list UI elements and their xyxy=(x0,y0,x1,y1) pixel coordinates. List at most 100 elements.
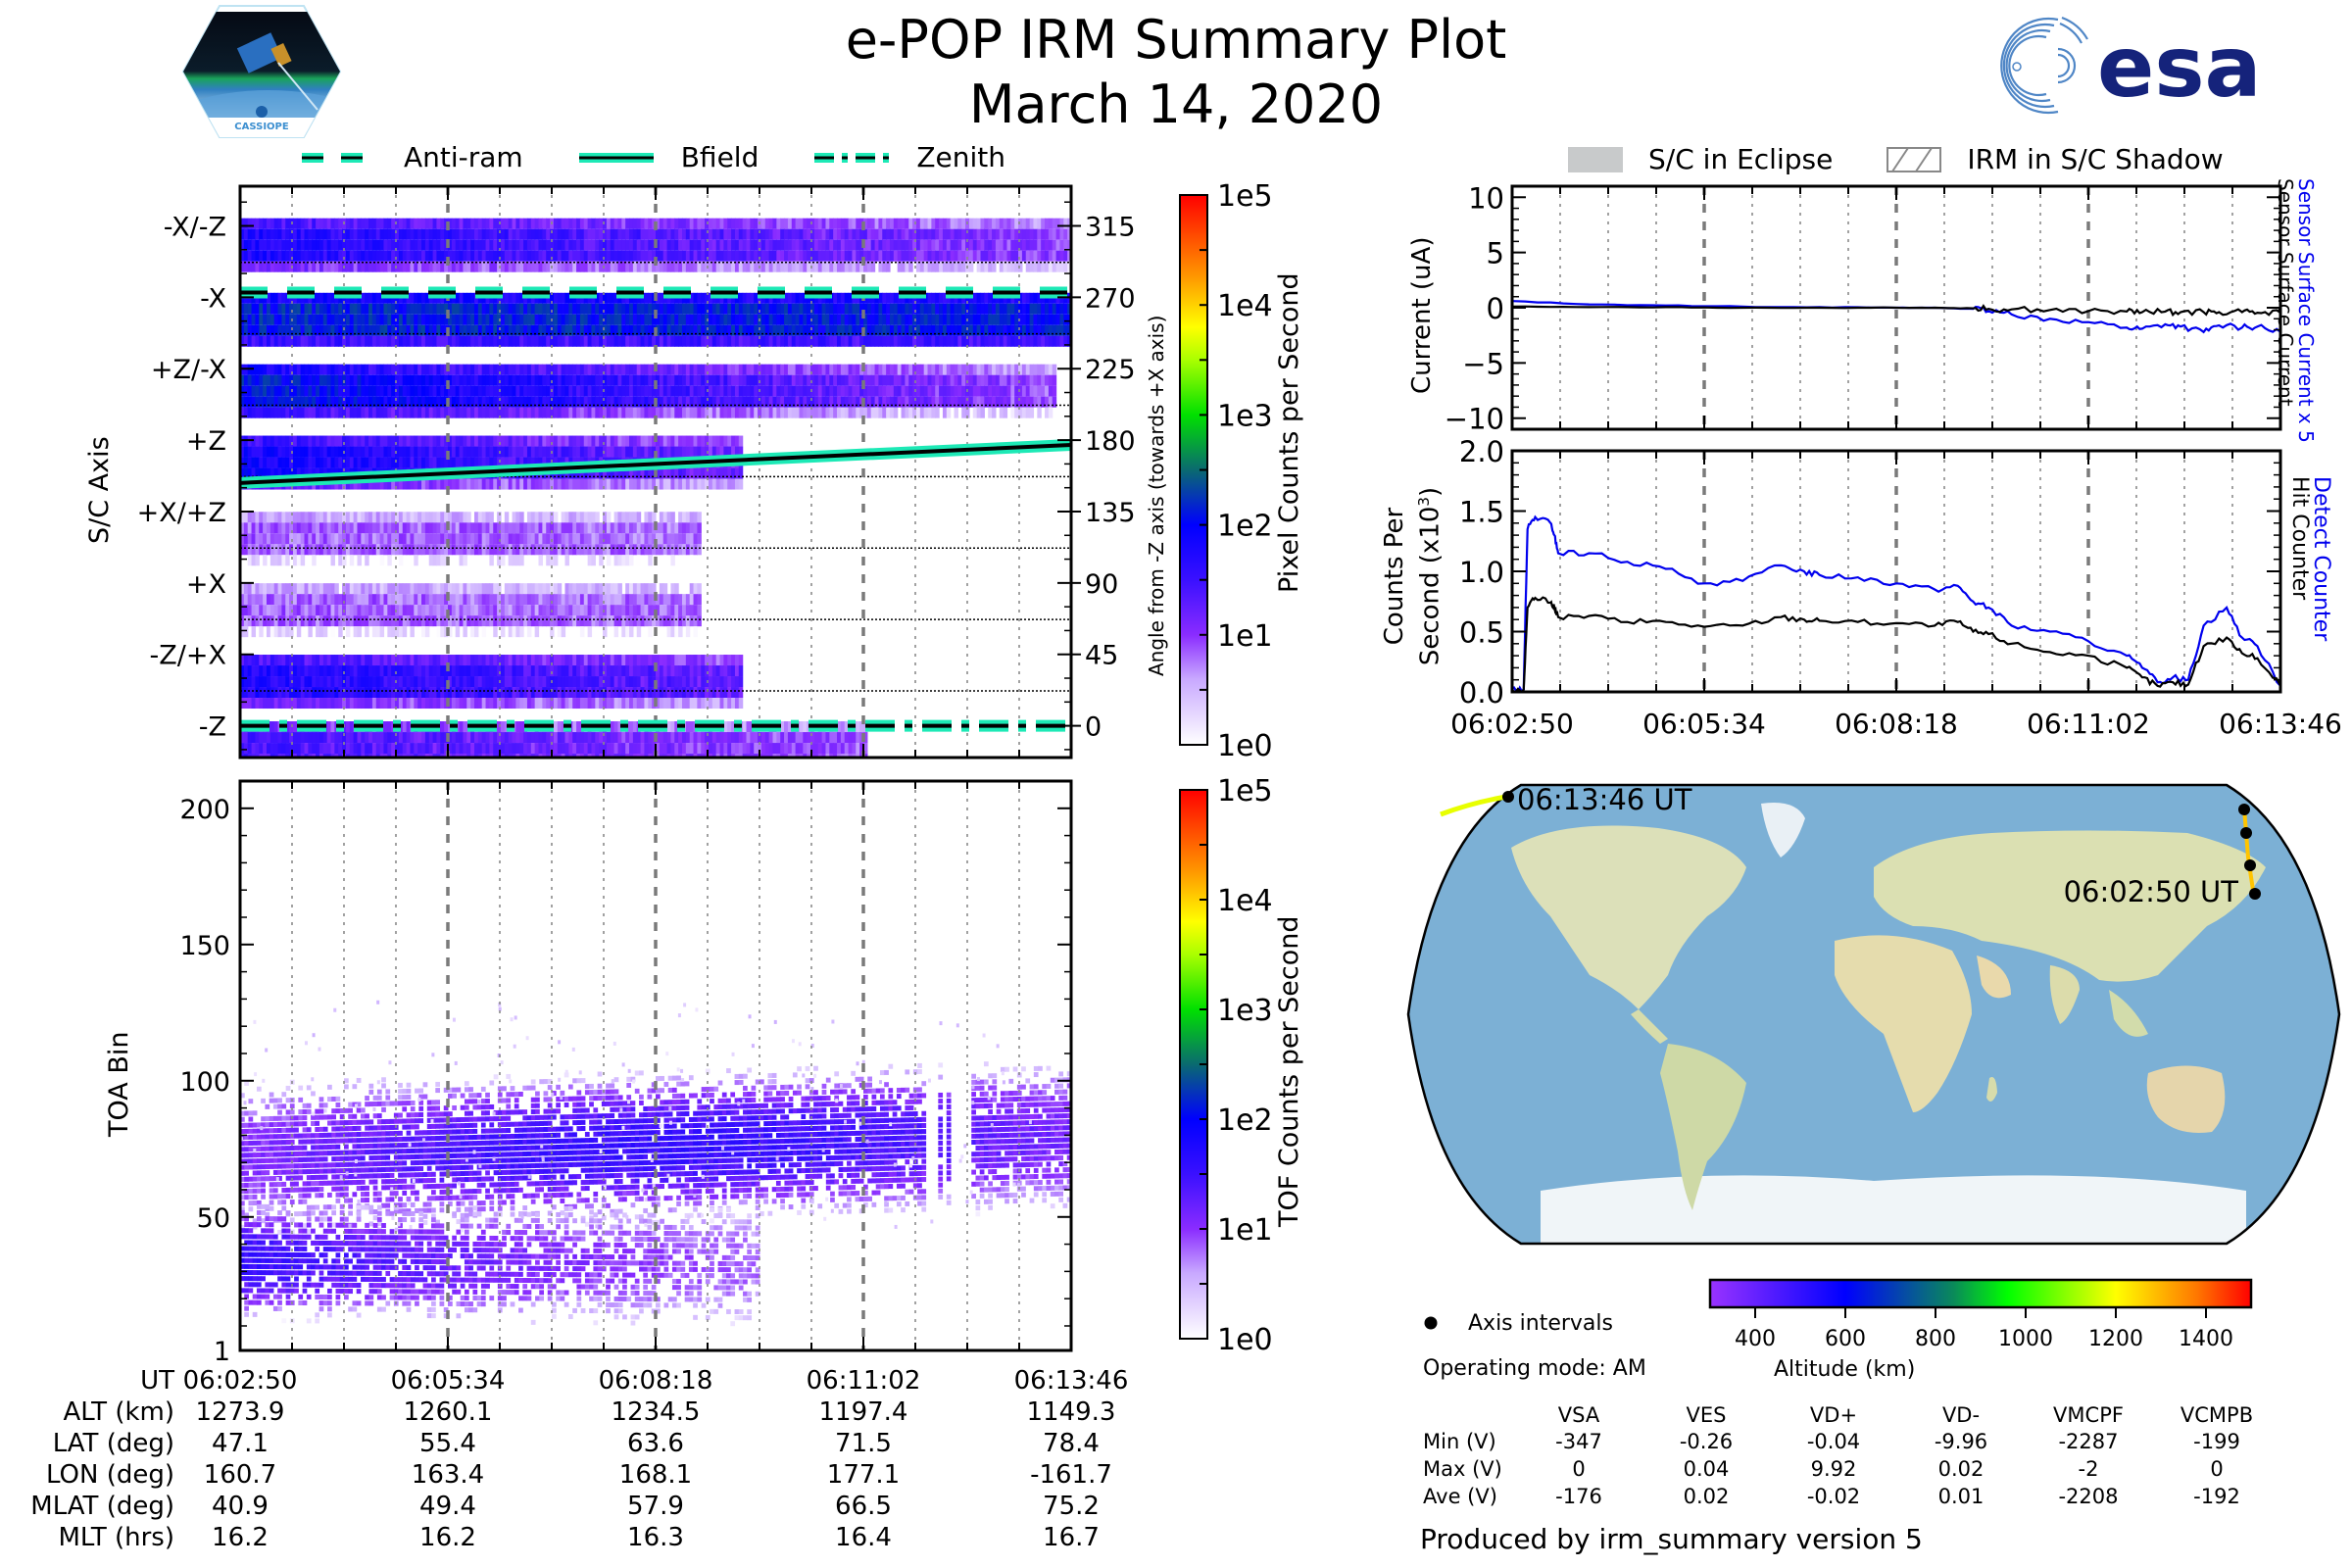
heatmap-cell xyxy=(266,292,271,304)
heatmap-cell xyxy=(799,303,804,315)
heatmap-cell xyxy=(451,396,457,408)
heatmap-cell xyxy=(466,324,471,336)
heatmap-cell xyxy=(776,407,781,418)
heatmap-cell xyxy=(1006,396,1011,408)
heatmap-cell xyxy=(840,407,846,418)
heatmap-cell xyxy=(383,218,388,229)
heatmap-cell xyxy=(240,314,245,325)
heatmap-cell xyxy=(247,605,253,616)
heatmap-cell xyxy=(738,407,744,418)
heatmap-cell xyxy=(371,218,377,229)
heatmap-cell xyxy=(553,583,559,595)
heatmap-cell xyxy=(553,594,559,606)
heatmap-cell xyxy=(1041,374,1046,386)
heatmap-cell xyxy=(636,544,642,556)
heatmap-cell xyxy=(927,385,932,397)
heatmap-cell xyxy=(579,533,585,545)
heatmap-cell xyxy=(787,228,793,240)
heatmap-cell xyxy=(901,261,906,272)
heatmap-cell xyxy=(617,239,622,251)
heatmap-cell xyxy=(693,533,698,545)
heatmap-cell xyxy=(424,544,430,556)
heatmap-cell xyxy=(273,512,279,523)
heatmap-cell xyxy=(448,228,453,240)
heatmap-cell xyxy=(417,250,422,262)
heatmap-cell xyxy=(334,364,339,375)
heatmap-cell xyxy=(263,218,268,229)
heatmap-cell xyxy=(243,615,249,627)
heatmap-cell xyxy=(1048,218,1054,229)
heatmap-cell xyxy=(466,364,471,375)
heatmap-cell xyxy=(689,218,695,229)
heatmap-cell xyxy=(564,407,569,418)
heatmap-cell xyxy=(316,292,320,304)
heatmap-cell xyxy=(459,218,465,229)
heatmap-cell xyxy=(489,478,494,490)
heatmap-cell xyxy=(882,385,887,397)
heatmap-cell xyxy=(436,605,441,616)
heatmap-cell xyxy=(954,407,958,418)
heatmap-cell xyxy=(625,626,630,638)
heatmap-cell xyxy=(711,385,717,397)
heatmap-cell xyxy=(897,364,903,375)
heatmap-cell xyxy=(349,544,355,556)
heatmap-cell xyxy=(470,385,475,397)
heatmap-cell xyxy=(428,407,434,418)
heatmap-cell xyxy=(715,292,721,304)
heatmap-cell xyxy=(463,314,467,325)
heatmap-cell xyxy=(603,314,608,325)
heatmap-cell xyxy=(946,250,952,262)
heatmap-cell xyxy=(542,467,547,479)
heatmap-cell xyxy=(497,292,502,304)
heatmap-cell xyxy=(292,239,298,251)
heatmap-cell xyxy=(640,303,646,315)
heatmap-cell xyxy=(349,292,355,304)
heatmap-cell xyxy=(656,435,661,447)
heatmap-cell xyxy=(632,467,638,479)
heatmap-cell xyxy=(708,385,713,397)
heatmap-cell xyxy=(375,533,381,545)
heatmap-cell xyxy=(670,335,675,347)
heatmap-cell xyxy=(837,396,842,408)
heatmap-cell xyxy=(368,261,373,272)
heatmap-cell xyxy=(697,374,702,386)
heatmap-cell xyxy=(908,292,913,304)
heatmap-cell xyxy=(383,615,388,627)
heatmap-cell xyxy=(1029,396,1035,408)
heatmap-cell xyxy=(610,324,615,336)
heatmap-cell xyxy=(644,228,649,240)
heatmap-cell xyxy=(414,512,418,523)
heatmap-cell xyxy=(477,292,483,304)
heatmap-cell xyxy=(919,250,925,262)
heatmap-cell xyxy=(613,478,619,490)
heatmap-cell xyxy=(255,396,260,408)
heatmap-cell xyxy=(807,228,811,240)
heatmap-cell xyxy=(564,615,569,627)
heatmap-cell xyxy=(410,314,415,325)
heatmap-cell xyxy=(681,533,687,545)
heatmap-cell xyxy=(984,250,989,262)
heatmap-cell xyxy=(451,385,457,397)
heatmap-cell xyxy=(656,324,661,336)
heatmap-cell xyxy=(357,555,362,566)
heatmap-cell xyxy=(697,385,702,397)
heatmap-cell xyxy=(813,292,819,304)
heatmap-cell xyxy=(463,374,467,386)
heatmap-cell xyxy=(980,396,985,408)
heatmap-cell xyxy=(530,250,536,262)
heatmap-cell xyxy=(1006,314,1011,325)
heatmap-cell xyxy=(961,385,966,397)
heatmap-cell xyxy=(988,396,993,408)
heatmap-cell xyxy=(957,228,962,240)
heatmap-cell xyxy=(526,435,532,447)
heatmap-cell xyxy=(365,626,369,638)
heatmap-cell xyxy=(599,467,604,479)
heatmap-cell xyxy=(289,478,294,490)
heatmap-cell xyxy=(406,478,412,490)
heatmap-cell xyxy=(780,396,785,408)
heatmap-cell xyxy=(670,292,675,304)
heatmap-cell xyxy=(342,478,347,490)
heatmap-cell xyxy=(247,615,253,627)
heatmap-cell xyxy=(263,396,268,408)
heatmap-cell xyxy=(424,385,430,397)
